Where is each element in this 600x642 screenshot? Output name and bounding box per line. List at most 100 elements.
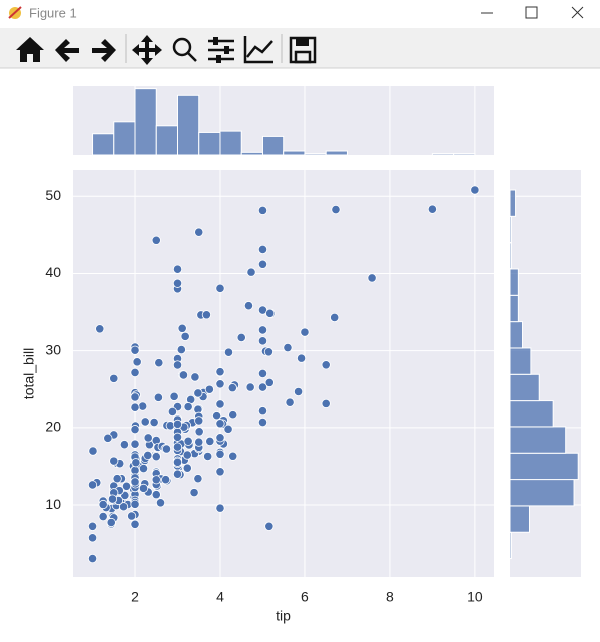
point	[130, 392, 140, 402]
point	[130, 477, 140, 487]
histogram-bar	[134, 88, 157, 156]
point	[265, 308, 275, 318]
point	[193, 474, 203, 484]
point	[194, 437, 204, 447]
point	[106, 517, 116, 528]
home-button[interactable]	[16, 37, 44, 62]
point	[109, 373, 119, 383]
back-button[interactable]	[55, 39, 79, 62]
window-title: Figure 1	[29, 5, 77, 20]
point	[257, 325, 268, 335]
y-axis-label: total_bill	[21, 348, 37, 399]
point	[215, 379, 225, 389]
point	[172, 264, 183, 274]
point	[151, 235, 161, 245]
point	[201, 310, 211, 320]
histogram-bar	[453, 153, 476, 156]
point	[257, 382, 268, 392]
histogram-bar	[92, 133, 115, 156]
point	[167, 406, 178, 417]
histogram-bar	[509, 347, 532, 375]
point	[264, 521, 274, 531]
point	[204, 384, 214, 394]
point	[246, 267, 256, 277]
histogram-bar	[509, 189, 517, 217]
point	[257, 336, 268, 346]
point	[138, 483, 149, 493]
point	[215, 399, 225, 409]
point	[103, 433, 113, 443]
point	[151, 490, 161, 500]
point	[130, 499, 140, 509]
point	[107, 494, 118, 504]
zoom-button[interactable]	[172, 37, 197, 62]
point	[118, 502, 129, 512]
point	[283, 342, 293, 353]
x-tick-label: 10	[467, 589, 483, 605]
point	[236, 332, 246, 343]
histogram-bar	[509, 242, 512, 270]
point	[203, 451, 213, 462]
point	[257, 205, 268, 215]
pan-button[interactable]	[132, 35, 162, 65]
point	[87, 533, 98, 543]
point	[285, 397, 295, 407]
point	[132, 357, 142, 367]
y-tick-label: 20	[45, 419, 61, 435]
point	[155, 498, 166, 508]
x-tick-label: 4	[216, 589, 224, 605]
subplots-button[interactable]	[208, 37, 234, 63]
point	[427, 204, 438, 214]
point	[215, 419, 225, 429]
histogram-bar	[113, 121, 136, 156]
histogram-bar	[509, 294, 519, 323]
save-button[interactable]	[289, 36, 317, 64]
forward-button[interactable]	[92, 39, 116, 62]
histogram-bar	[509, 215, 512, 244]
x-axis-label: tip	[276, 608, 291, 624]
point	[153, 392, 163, 402]
histogram-bar	[198, 131, 221, 156]
point	[154, 358, 164, 368]
point	[88, 446, 98, 456]
point	[130, 519, 140, 529]
y-tick-label: 40	[45, 264, 61, 280]
histogram-bar	[509, 426, 567, 454]
point	[296, 353, 307, 363]
point	[143, 450, 153, 461]
histogram-bar	[509, 452, 579, 481]
point	[177, 323, 187, 333]
point	[172, 432, 183, 442]
point	[87, 553, 98, 564]
y-tick-label: 50	[45, 187, 61, 203]
point	[109, 456, 119, 466]
histogram-bar	[219, 130, 242, 156]
point	[243, 301, 254, 311]
point	[300, 327, 310, 337]
point	[257, 417, 268, 428]
point	[130, 439, 140, 449]
histogram-bar	[509, 505, 530, 533]
histogram-bar	[509, 479, 575, 507]
point	[215, 503, 225, 513]
maximize-button[interactable]	[525, 6, 538, 19]
point	[138, 401, 148, 411]
point	[194, 416, 204, 426]
app-icon	[8, 6, 22, 19]
axes-button[interactable]	[243, 36, 273, 64]
point	[161, 475, 171, 485]
point	[189, 488, 199, 498]
point	[205, 436, 215, 447]
point	[130, 367, 140, 378]
point	[172, 457, 183, 467]
point	[127, 511, 137, 521]
point	[321, 398, 331, 408]
point	[130, 402, 140, 412]
close-button[interactable]	[571, 6, 584, 19]
histogram-bar	[509, 321, 524, 349]
point	[140, 417, 150, 427]
histogram-bar	[304, 153, 327, 156]
point	[87, 521, 98, 531]
point	[178, 370, 189, 380]
